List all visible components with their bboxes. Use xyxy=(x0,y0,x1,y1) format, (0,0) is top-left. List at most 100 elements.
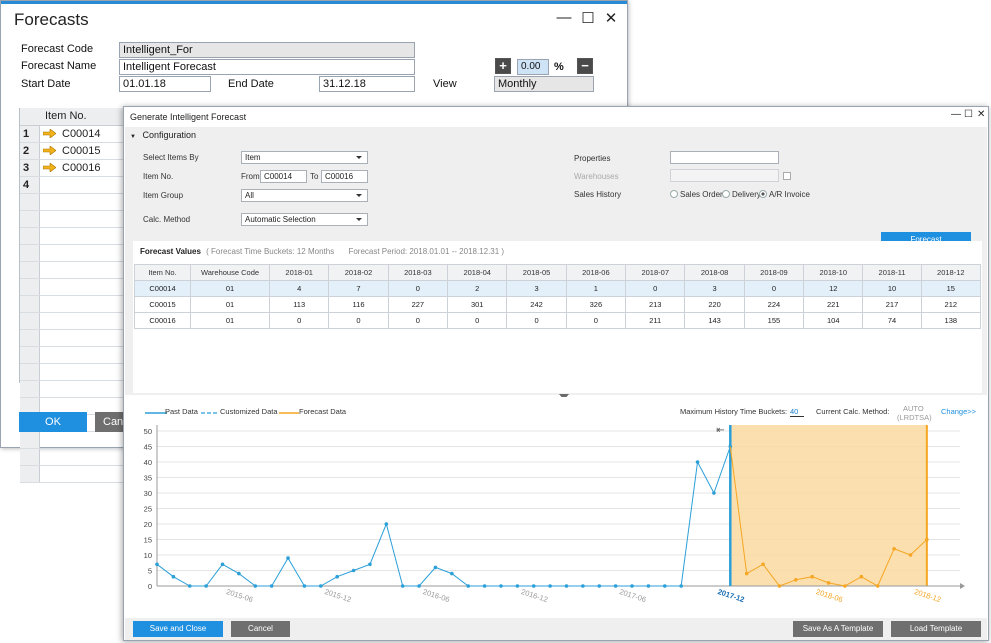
item-group-select[interactable]: All xyxy=(241,189,368,202)
table-cell[interactable]: 116 xyxy=(328,296,389,313)
table-cell[interactable]: 301 xyxy=(447,296,508,313)
table-cell[interactable]: 104 xyxy=(803,312,864,329)
table-cell[interactable]: 0 xyxy=(625,280,686,297)
column-header[interactable]: 2018-03 xyxy=(387,264,449,281)
column-header[interactable]: 2018-08 xyxy=(684,264,745,281)
table-row[interactable]: 3 C00016 xyxy=(20,160,125,177)
minimize-icon[interactable]: — xyxy=(951,109,961,120)
table-cell[interactable]: 01 xyxy=(190,280,270,297)
empty-table-row[interactable] xyxy=(20,245,125,262)
table-row[interactable]: C00015 01 113 116 227 301 242 326 213 220 224 221 21… xyxy=(134,296,982,313)
column-header[interactable]: 2018-05 xyxy=(506,264,567,281)
table-cell[interactable]: 217 xyxy=(862,296,922,313)
warehouses-checkbox[interactable] xyxy=(783,172,791,180)
minus-icon[interactable]: − xyxy=(577,58,593,74)
table-cell[interactable]: 138 xyxy=(920,312,982,329)
link-arrow-icon[interactable] xyxy=(43,129,56,138)
table-cell[interactable]: 221 xyxy=(803,296,864,313)
percent-field[interactable]: 0.00 xyxy=(517,59,549,75)
maximize-icon[interactable]: ☐ xyxy=(581,10,595,27)
calc-method-select[interactable]: Automatic Selection xyxy=(241,213,368,226)
empty-table-row[interactable] xyxy=(20,296,125,313)
ok-button[interactable]: OK xyxy=(19,412,87,432)
table-cell[interactable]: 227 xyxy=(387,296,449,313)
configuration-toggle[interactable]: ▼ Configuration xyxy=(130,130,196,140)
to-field[interactable]: C00016 xyxy=(321,170,368,183)
empty-table-row[interactable] xyxy=(20,228,125,245)
forecast-code-field[interactable]: Intelligent_For xyxy=(119,42,415,58)
empty-table-row[interactable] xyxy=(20,347,125,364)
empty-table-row[interactable] xyxy=(20,211,125,228)
cancel-button[interactable]: Cancel xyxy=(231,621,290,637)
link-arrow-icon[interactable] xyxy=(43,163,56,172)
empty-table-row[interactable] xyxy=(20,330,125,347)
table-cell[interactable]: 3 xyxy=(506,280,567,297)
table-cell[interactable]: 2 xyxy=(447,280,508,297)
column-header[interactable]: 2018-04 xyxy=(447,264,508,281)
item-no-cell[interactable]: C00015 xyxy=(62,145,101,157)
table-cell[interactable]: 0 xyxy=(328,312,389,329)
empty-table-row[interactable] xyxy=(20,313,125,330)
column-header[interactable]: 2018-06 xyxy=(565,264,627,281)
column-header[interactable]: 2018-11 xyxy=(862,264,922,281)
empty-table-row[interactable] xyxy=(20,381,125,398)
table-cell[interactable]: 74 xyxy=(862,312,922,329)
table-cell[interactable]: 242 xyxy=(506,296,567,313)
column-header[interactable]: 2018-02 xyxy=(328,264,389,281)
empty-table-row[interactable] xyxy=(20,432,125,449)
column-header[interactable]: 2018-12 xyxy=(920,264,982,281)
table-cell[interactable]: C00016 xyxy=(134,312,191,329)
save-as-template-button[interactable]: Save As A Template xyxy=(793,621,883,637)
table-cell[interactable]: 213 xyxy=(625,296,686,313)
plus-icon[interactable]: + xyxy=(495,58,511,74)
table-cell[interactable]: 224 xyxy=(743,296,805,313)
table-cell[interactable]: 0 xyxy=(387,312,449,329)
load-template-button[interactable]: Load Template xyxy=(891,621,981,637)
maximize-icon[interactable]: ☐ xyxy=(964,109,973,120)
drag-handle-icon[interactable]: ⇤ xyxy=(716,425,724,436)
minimize-icon[interactable]: — xyxy=(556,9,572,26)
empty-table-row[interactable] xyxy=(20,364,125,381)
change-method-link[interactable]: Change>> xyxy=(941,407,977,416)
column-header[interactable]: Warehouse Code xyxy=(190,264,270,281)
table-cell[interactable]: 143 xyxy=(684,312,745,329)
empty-table-row[interactable] xyxy=(20,279,125,296)
table-cell[interactable]: 01 xyxy=(190,312,270,329)
empty-table-row[interactable] xyxy=(20,449,125,466)
empty-table-row[interactable] xyxy=(20,194,125,211)
close-icon[interactable]: ✕ xyxy=(977,109,986,120)
table-cell[interactable]: 211 xyxy=(625,312,686,329)
column-header[interactable]: 2018-07 xyxy=(625,264,686,281)
column-header[interactable]: 2018-10 xyxy=(803,264,864,281)
table-cell[interactable]: 212 xyxy=(920,296,982,313)
from-field[interactable]: C00014 xyxy=(260,170,307,183)
table-cell[interactable]: 3 xyxy=(684,280,745,297)
table-row[interactable]: C00014 01 4 7 0 2 3 1 0 3 0 12 10 15 xyxy=(134,280,982,297)
table-cell[interactable]: 12 xyxy=(803,280,864,297)
empty-table-row[interactable] xyxy=(20,262,125,279)
table-cell[interactable]: 220 xyxy=(684,296,745,313)
table-cell[interactable]: C00014 xyxy=(134,280,191,297)
column-header[interactable]: 2018-01 xyxy=(268,264,330,281)
table-cell[interactable]: 113 xyxy=(268,296,330,313)
table-cell[interactable]: 0 xyxy=(387,280,449,297)
table-cell[interactable]: 7 xyxy=(328,280,389,297)
start-date-field[interactable]: 01.01.18 xyxy=(119,76,211,92)
table-cell[interactable]: 326 xyxy=(565,296,627,313)
select-items-by-select[interactable]: Item xyxy=(241,151,368,164)
radio-sales-order[interactable]: Sales Order xyxy=(670,190,723,199)
link-arrow-icon[interactable] xyxy=(43,146,56,155)
radio-delivery[interactable]: Delivery xyxy=(722,190,761,199)
item-no-cell[interactable]: C00014 xyxy=(62,128,101,140)
table-cell[interactable]: 155 xyxy=(743,312,805,329)
view-select[interactable]: Monthly xyxy=(494,76,594,92)
close-icon[interactable]: ✕ xyxy=(604,10,618,27)
column-header[interactable]: 2018-09 xyxy=(743,264,805,281)
properties-field[interactable] xyxy=(670,151,779,164)
save-and-close-button[interactable]: Save and Close xyxy=(133,621,223,637)
table-cell[interactable]: 10 xyxy=(862,280,922,297)
table-cell[interactable]: 0 xyxy=(506,312,567,329)
table-cell[interactable]: 0 xyxy=(268,312,330,329)
table-row[interactable]: 4 xyxy=(20,177,125,194)
table-row[interactable]: C00016 01 0 0 0 0 0 0 211 143 155 104 74 138 xyxy=(134,312,982,329)
